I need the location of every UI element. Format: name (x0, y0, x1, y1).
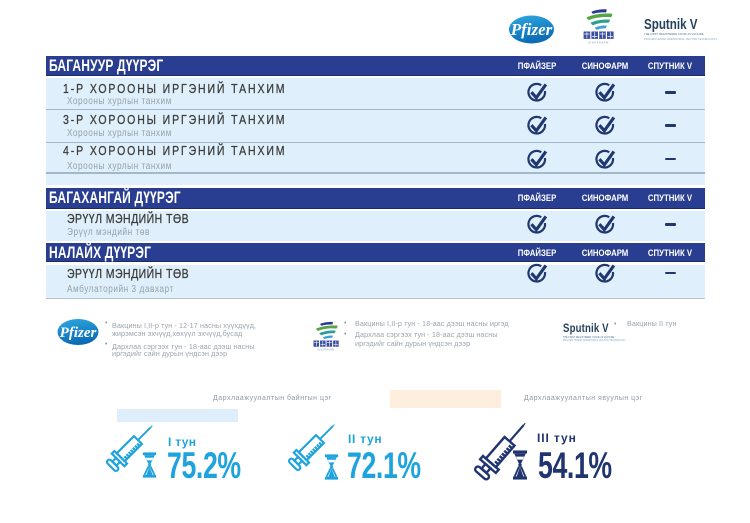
svg-text:Pfizer: Pfizer (60, 325, 97, 341)
svg-text:SINOPHARM: SINOPHARM (588, 41, 609, 45)
svg-text:Pfizer: Pfizer (510, 20, 553, 39)
svg-text:SINOPHARM: SINOPHARM (317, 349, 334, 351)
